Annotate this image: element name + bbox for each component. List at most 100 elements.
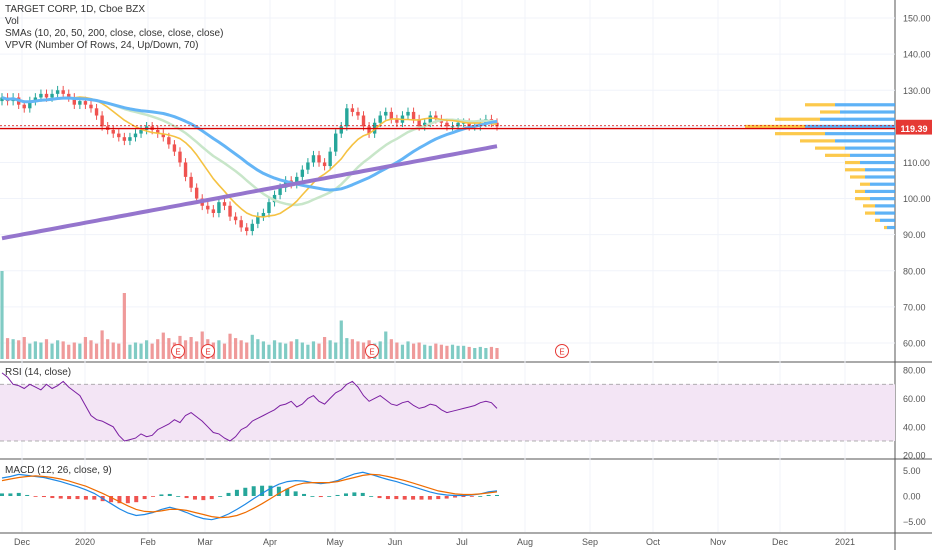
candle-body — [28, 101, 32, 109]
x-tick-label: Aug — [517, 537, 533, 547]
candle-body — [278, 187, 282, 195]
volume-bar — [28, 343, 32, 359]
volume-bar — [39, 342, 43, 359]
vpvr-bar-up — [875, 204, 895, 208]
volume-bar — [33, 341, 37, 359]
macd-histogram-bar — [117, 496, 122, 504]
event-marker-icon — [555, 344, 569, 358]
candle-body — [417, 119, 421, 127]
vpvr-bar-down — [820, 110, 840, 114]
macd-histogram-bar — [419, 496, 424, 500]
vpvr-bar-up — [865, 175, 895, 179]
vpvr-bar-down — [865, 211, 875, 215]
macd-histogram-bar — [251, 486, 256, 496]
macd-histogram-bar — [8, 493, 13, 496]
candle-body — [100, 115, 104, 127]
y-tick-label: 60.00 — [903, 338, 926, 348]
main-legend: TARGET CORP, 1D, Cboe BZX Vol SMAs (10, … — [5, 4, 223, 52]
candle-body — [328, 151, 332, 167]
candle-body — [156, 129, 160, 134]
volume-bar — [94, 343, 99, 359]
volume-bar — [411, 343, 416, 359]
macd-histogram-bar — [0, 493, 4, 496]
vpvr-bar-up — [860, 160, 895, 165]
macd-histogram-bar — [444, 496, 449, 499]
signal-line — [1, 473, 498, 519]
macd-title: MACD (12, 26, close, 9) — [5, 465, 112, 476]
x-tick-label: Dec — [772, 537, 789, 547]
volume-bar — [200, 331, 204, 359]
candle-body — [311, 155, 316, 163]
rsi-tick-label: 20.00 — [903, 451, 926, 461]
candle-body — [111, 129, 115, 134]
volume-bar — [133, 342, 138, 359]
candle-body — [94, 108, 99, 116]
volume-bar — [189, 337, 193, 359]
macd-histogram-bar — [293, 491, 298, 496]
vpvr-bar-down — [845, 160, 860, 165]
y-tick-label: 150.00 — [903, 14, 931, 24]
vpvr-bar-down — [855, 197, 870, 201]
candle-body — [356, 111, 360, 116]
volume-bar — [378, 341, 382, 359]
candle-body — [189, 176, 193, 188]
volume-bar — [106, 339, 110, 359]
y-tick-label: 80.00 — [903, 266, 926, 276]
volume-bar — [334, 342, 338, 359]
volume-bar — [22, 337, 26, 359]
candle-body — [128, 137, 132, 141]
candle-body — [39, 93, 43, 98]
volume-bar — [267, 344, 271, 359]
x-tick-label: Apr — [263, 537, 277, 547]
macd-histogram-bar — [461, 496, 466, 498]
candle-body — [0, 97, 4, 102]
volume-bar — [311, 341, 316, 359]
candle-body — [183, 162, 188, 177]
x-tick-label: Sep — [582, 537, 598, 547]
candle-body — [406, 111, 410, 116]
macd-histogram-bar — [142, 496, 147, 500]
macd-histogram-bar — [184, 496, 189, 499]
vpvr-bar-down — [845, 168, 865, 172]
candle-body — [55, 90, 60, 94]
candle-body — [295, 176, 299, 185]
volume-bar — [328, 340, 332, 359]
sma200-line — [1, 144, 498, 241]
volume-bar — [228, 333, 232, 359]
indicator-vol: Vol — [5, 16, 19, 27]
macd-histogram-bar — [352, 492, 357, 496]
macd-histogram-bar — [109, 496, 114, 503]
volume-bar — [122, 293, 126, 359]
y-tick-label: 110.00 — [903, 158, 930, 168]
candle-body — [239, 220, 243, 228]
y-tick-label: 140.00 — [903, 50, 931, 60]
volume-bar — [56, 340, 60, 359]
volume-bar — [300, 342, 304, 359]
y-tick-label: 130.00 — [903, 86, 931, 96]
event-marker-label: E — [175, 348, 180, 357]
chart-title: TARGET CORP, 1D, Cboe BZX — [5, 4, 146, 15]
rsi-legend: RSI (14, close) — [5, 367, 71, 379]
vpvr-bar-up — [820, 117, 895, 121]
x-tick-label: Jul — [456, 537, 468, 547]
volume-bar — [450, 344, 455, 359]
candle-body — [428, 115, 432, 123]
candle-body — [33, 97, 38, 102]
vpvr-bar-down — [860, 182, 870, 186]
candle-body — [461, 122, 466, 124]
x-tick-label: Mar — [197, 537, 213, 547]
candle-body — [117, 133, 121, 138]
x-tick-label: Oct — [646, 537, 661, 547]
macd-histogram-bar — [151, 496, 156, 497]
candle-body — [434, 115, 438, 120]
macd-histogram-bar — [134, 496, 139, 503]
macd-histogram-bar — [75, 496, 80, 500]
candle-body — [411, 111, 416, 120]
volume-bar — [217, 340, 221, 359]
candle-body — [228, 205, 232, 217]
volume-bar — [256, 339, 260, 359]
candle-body — [178, 151, 182, 163]
candle-body — [44, 93, 49, 98]
